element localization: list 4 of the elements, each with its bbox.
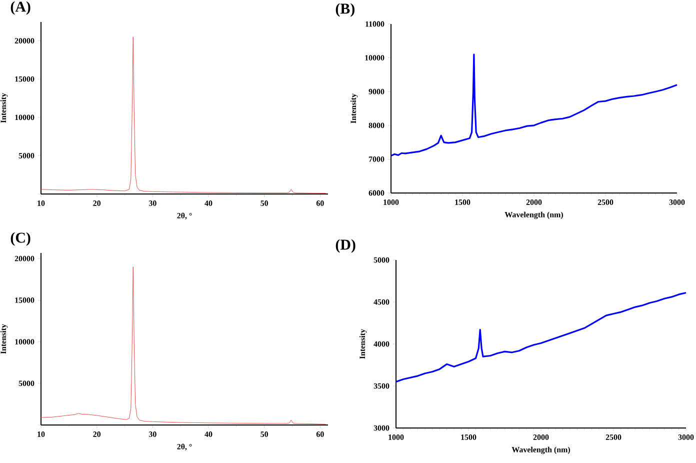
chart-title: (A)	[10, 1, 30, 15]
chart-title: (D)	[336, 239, 356, 253]
chart-title: (B)	[336, 3, 354, 17]
chart-title: (C)	[10, 232, 30, 246]
